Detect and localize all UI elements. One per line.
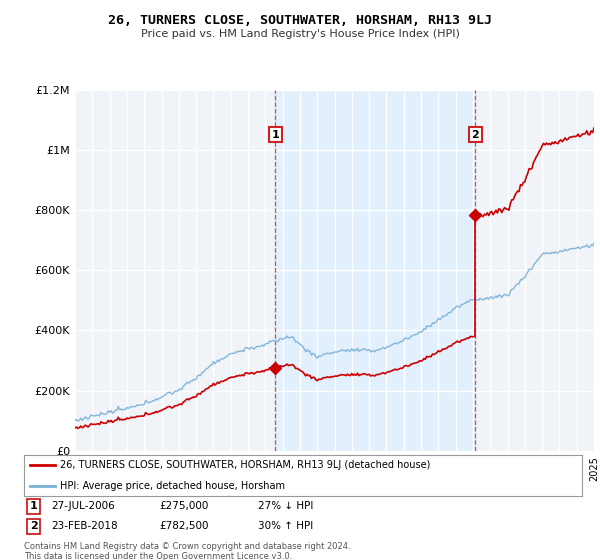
Text: This data is licensed under the Open Government Licence v3.0.: This data is licensed under the Open Gov… xyxy=(24,552,292,560)
Text: £275,000: £275,000 xyxy=(159,501,208,511)
Text: 26, TURNERS CLOSE, SOUTHWATER, HORSHAM, RH13 9LJ: 26, TURNERS CLOSE, SOUTHWATER, HORSHAM, … xyxy=(108,14,492,27)
Text: Contains HM Land Registry data © Crown copyright and database right 2024.: Contains HM Land Registry data © Crown c… xyxy=(24,542,350,550)
Text: Price paid vs. HM Land Registry's House Price Index (HPI): Price paid vs. HM Land Registry's House … xyxy=(140,29,460,39)
Text: 23-FEB-2018: 23-FEB-2018 xyxy=(51,521,118,531)
Text: 27-JUL-2006: 27-JUL-2006 xyxy=(51,501,115,511)
Bar xyxy=(275,90,475,451)
Text: 27% ↓ HPI: 27% ↓ HPI xyxy=(258,501,313,511)
Text: 30% ↑ HPI: 30% ↑ HPI xyxy=(258,521,313,531)
Text: 2: 2 xyxy=(472,129,479,139)
Text: 2: 2 xyxy=(30,521,37,531)
Text: HPI: Average price, detached house, Horsham: HPI: Average price, detached house, Hors… xyxy=(60,480,285,491)
Text: 26, TURNERS CLOSE, SOUTHWATER, HORSHAM, RH13 9LJ (detached house): 26, TURNERS CLOSE, SOUTHWATER, HORSHAM, … xyxy=(60,460,431,470)
Text: £782,500: £782,500 xyxy=(159,521,209,531)
Text: 1: 1 xyxy=(30,501,37,511)
Text: 1: 1 xyxy=(271,129,279,139)
